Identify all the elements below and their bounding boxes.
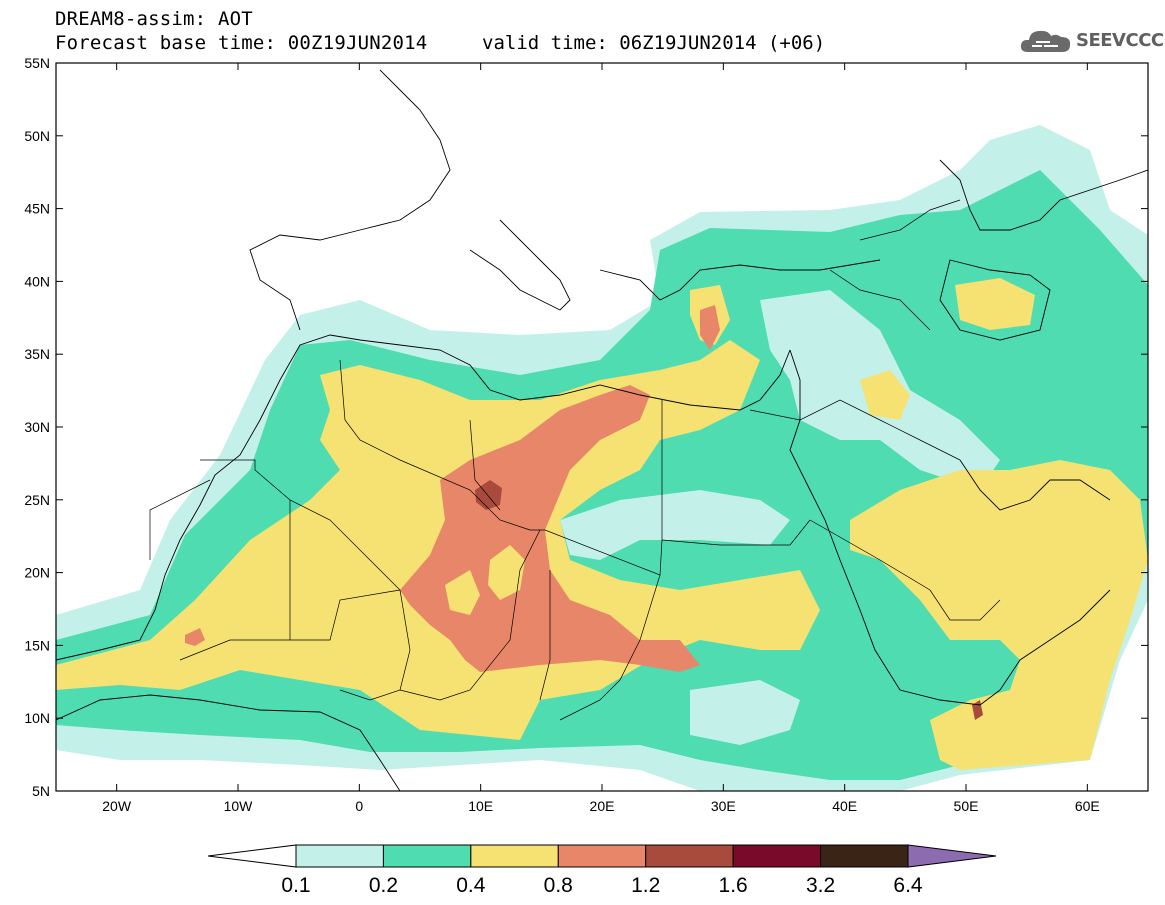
cloud-icon — [1020, 30, 1071, 52]
aot-band-0.4 — [955, 278, 1035, 330]
lat-tick-label: 40N — [24, 273, 50, 289]
valid-time: valid time: 06Z19JUN2014 (+06) — [482, 32, 826, 54]
colorbar-swatch — [645, 844, 734, 868]
lon-tick-label: 20E — [590, 798, 615, 814]
forecast-base-time: Forecast base time: 00Z19JUN2014 — [55, 32, 428, 54]
lat-tick-label: 45N — [24, 201, 50, 217]
lat-tick-label: 20N — [24, 565, 50, 581]
lon-tick-label: 0 — [355, 798, 363, 814]
seevccc-logo: SEEVCCC — [1018, 24, 1164, 58]
aot-band-0.4 — [850, 460, 1148, 770]
aot-band-0.4 — [860, 370, 910, 420]
aot-band-1.2 — [475, 480, 502, 510]
lon-tick-label: 30E — [711, 798, 736, 814]
colorbar-label: 0.2 — [369, 874, 398, 897]
colorbar-swatch — [295, 844, 384, 868]
lat-tick-label: 25N — [24, 492, 50, 508]
lat-tick-label: 35N — [24, 346, 50, 362]
colorbar-swatch — [820, 844, 909, 868]
lat-tick-label: 5N — [32, 783, 50, 799]
lon-tick-label: 10W — [224, 798, 254, 814]
lat-tick-label: 55N — [24, 55, 50, 71]
aot-hole — [445, 570, 480, 615]
aot-band-0.8 — [185, 628, 205, 646]
lon-tick-label: 40E — [832, 798, 857, 814]
logo-text: SEEVCCC — [1076, 30, 1164, 51]
coastlines — [56, 69, 1148, 791]
colorbar-label: 0.1 — [281, 874, 310, 897]
colorbar-over-arrow — [907, 844, 997, 868]
lon-tick-label: 20W — [102, 798, 132, 814]
colorbar-swatch — [382, 844, 472, 868]
lon-tick-label: 10E — [468, 798, 493, 814]
colorbar-label: 0.8 — [544, 874, 573, 897]
lon-tick-label: 60E — [1075, 798, 1100, 814]
colorbar-swatch — [557, 844, 647, 868]
lat-tick-label: 10N — [24, 710, 50, 726]
lon-axis: 20W 10W 0 10E 20E 30E 40E 50E 60E — [102, 63, 1100, 814]
aot-hole — [690, 680, 800, 745]
colorbar-swatch — [470, 844, 559, 868]
colorbar-under-arrow — [207, 844, 297, 868]
colorbar-label: 0.4 — [456, 874, 486, 897]
colorbar-label: 1.2 — [631, 874, 660, 897]
lat-tick-label: 50N — [24, 128, 50, 144]
colorbar-label: 1.6 — [719, 874, 748, 897]
colorbar-swatch — [732, 844, 822, 868]
colorbar-label: 3.2 — [806, 874, 835, 897]
colorbar-label: 6.4 — [893, 874, 923, 897]
aot-hole — [488, 545, 525, 600]
lon-tick-label: 50E — [954, 798, 979, 814]
country-borders — [149, 199, 1001, 721]
map-title: DREAM8-assim: AOT — [55, 8, 253, 30]
lat-tick-label: 15N — [24, 637, 50, 653]
lat-axis: 55N 50N 45N 40N 35N 30N 25N 20N 15N 10N 5N — [24, 55, 1148, 799]
lat-tick-label: 30N — [24, 419, 50, 435]
aot-field — [56, 63, 1148, 791]
colorbar: 0.1 0.2 0.4 0.8 1.2 1.6 3.2 6.4 — [207, 844, 997, 897]
aot-band-0.8 — [700, 305, 720, 350]
aot-hole — [560, 490, 790, 560]
